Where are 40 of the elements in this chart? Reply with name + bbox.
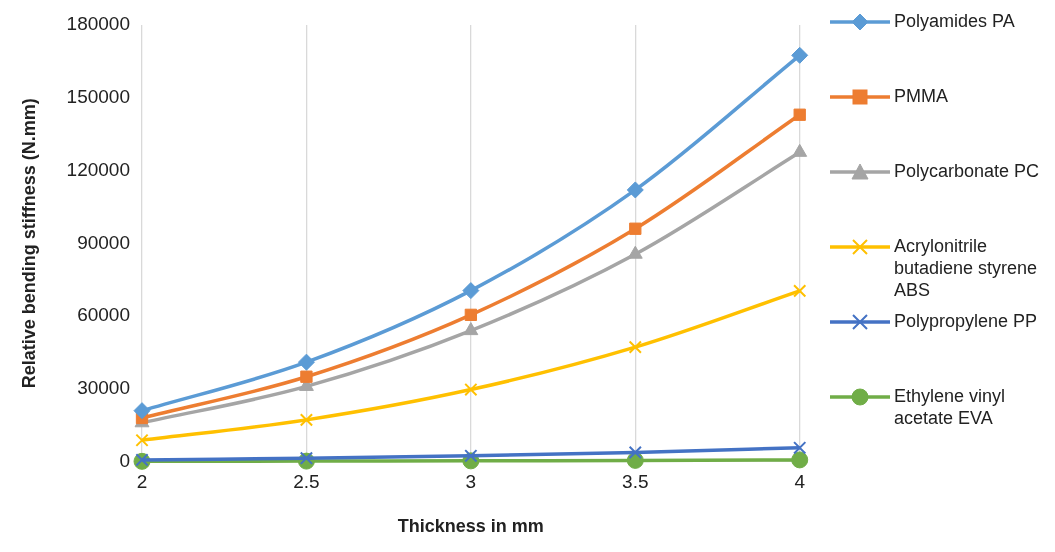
x-tick-label: 2 [136,471,148,493]
y-tick-label: 90000 [77,231,130,253]
point [628,340,642,354]
legend-label: Polyamides PA [894,10,1016,32]
y-tick-label: 120000 [66,158,130,180]
legend-label: PMMA [894,85,949,107]
point [464,308,478,322]
x-tick-label: 2.5 [293,471,320,493]
point [462,282,480,300]
point [628,445,642,460]
y-tick-label: 150000 [66,86,130,107]
x-tick-label: 3 [465,471,477,493]
point [297,353,315,371]
legend-label: Polypropylene PP [894,310,1039,332]
point [300,370,313,383]
legend-label: Polycarbonate PC [894,160,1041,182]
y-tick-label: 0 [119,449,130,471]
point [299,413,314,427]
x-axis-title: Thickness in mm [397,516,544,537]
point [793,441,807,455]
y-tick-label: 30000 [77,377,130,399]
legend-label: Ethylene vinyl acetate EVA [894,385,1007,429]
point [629,222,642,235]
y-tick-label: 180000 [66,13,130,35]
legend-label: Acrylonitrile butadiene styrene ABS [894,235,1039,301]
y-tick-label: 60000 [77,304,130,326]
x-tick-label: 4 [794,471,806,493]
point [791,46,809,64]
point [463,322,479,336]
point [626,181,644,199]
y-axis-title: Relative bending stiffness (N.mm) [18,98,39,389]
point [133,402,151,420]
point [791,451,809,469]
point [299,451,314,465]
x-tick-label: 3.5 [622,471,649,493]
point [464,449,478,463]
point [793,284,807,298]
point [793,108,806,121]
point [135,433,149,447]
point [464,382,478,397]
